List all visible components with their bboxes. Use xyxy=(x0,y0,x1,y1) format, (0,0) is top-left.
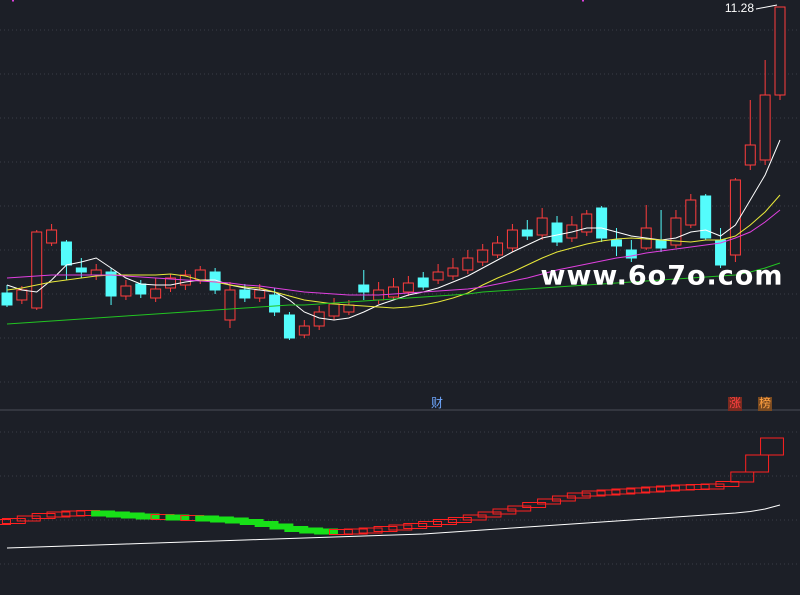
candle-body xyxy=(417,277,429,288)
candle-body xyxy=(729,179,741,256)
candle-body xyxy=(254,289,266,299)
moving-average-line xyxy=(6,139,781,321)
indicator-step xyxy=(626,487,651,494)
indicator-step xyxy=(165,514,190,521)
candle-body xyxy=(120,285,132,297)
candle-body xyxy=(1,292,13,306)
indicator-step xyxy=(388,524,413,531)
indicator-step xyxy=(685,484,710,490)
candle-body xyxy=(16,289,28,301)
indicator-step xyxy=(522,502,547,508)
candle-body xyxy=(447,267,459,277)
candle-body xyxy=(31,231,43,309)
candle-body xyxy=(655,239,667,249)
candle-body xyxy=(625,249,637,259)
watermark: www.6o7o.com xyxy=(541,261,784,292)
indicator-step xyxy=(745,454,770,473)
event-label: 涨 xyxy=(729,395,741,410)
candle-body xyxy=(150,288,162,299)
candle-body xyxy=(239,289,251,299)
candle-body xyxy=(759,94,771,161)
candle-body xyxy=(313,311,325,327)
candle-body xyxy=(492,242,504,256)
indicator-step xyxy=(670,484,695,491)
indicator-step xyxy=(0,519,11,525)
event-badge xyxy=(728,397,742,411)
indicator-step xyxy=(760,437,784,456)
candle-body xyxy=(135,283,147,295)
candle-body xyxy=(581,213,593,233)
candle-body xyxy=(536,217,548,236)
candle-body xyxy=(269,294,281,313)
indicator-step xyxy=(31,513,56,519)
indicator-step xyxy=(641,486,666,493)
candle-body xyxy=(358,284,370,293)
candle-body xyxy=(298,325,310,336)
candle-body xyxy=(744,144,756,166)
moving-average-line xyxy=(6,194,781,309)
candle-body xyxy=(774,6,786,96)
indicator-step xyxy=(328,529,353,535)
indicator-step xyxy=(358,527,383,534)
indicator-step xyxy=(373,526,398,532)
candle-body xyxy=(90,269,102,276)
indicator-step xyxy=(314,528,338,535)
candle-body xyxy=(388,286,399,298)
candle-body xyxy=(700,195,712,239)
indicator-step xyxy=(656,485,680,492)
candle-body xyxy=(402,282,414,293)
candle-body xyxy=(610,239,622,247)
candle-body xyxy=(328,303,340,317)
indicator-step xyxy=(507,505,532,512)
indicator-step xyxy=(135,513,160,520)
candle-body xyxy=(685,199,697,226)
event-label: 财 xyxy=(431,396,443,410)
candle-body xyxy=(432,271,444,281)
candle-body xyxy=(462,257,474,271)
candle-body xyxy=(46,229,58,244)
candle-body xyxy=(521,229,533,237)
candle-body xyxy=(596,207,608,239)
candle-body xyxy=(105,271,117,297)
indicator-line xyxy=(6,504,781,549)
candle-body xyxy=(670,217,682,246)
candle-body xyxy=(283,314,295,339)
event-badge xyxy=(758,397,772,411)
candle-body xyxy=(75,267,87,273)
candle-body xyxy=(165,277,177,289)
event-label: 榜 xyxy=(759,395,771,410)
indicator-step xyxy=(343,528,368,535)
indicator-step xyxy=(46,511,71,518)
moving-average-line xyxy=(6,209,781,296)
max-arrow xyxy=(755,4,778,10)
indicator-step xyxy=(730,471,755,483)
candle-body xyxy=(506,229,518,249)
candle-body xyxy=(343,304,355,313)
indicator-step xyxy=(581,490,606,497)
candle-body xyxy=(477,249,489,263)
candle-body xyxy=(60,241,72,266)
indicator-step xyxy=(715,481,740,487)
candle-body xyxy=(551,222,563,243)
indicator-step xyxy=(611,488,636,495)
candle-body xyxy=(224,289,236,321)
max-price-label: 11.28 xyxy=(725,1,754,15)
indicator-step xyxy=(596,489,621,496)
moving-average-line xyxy=(6,262,781,325)
indicator-step xyxy=(61,510,86,517)
candle-body xyxy=(194,269,206,281)
